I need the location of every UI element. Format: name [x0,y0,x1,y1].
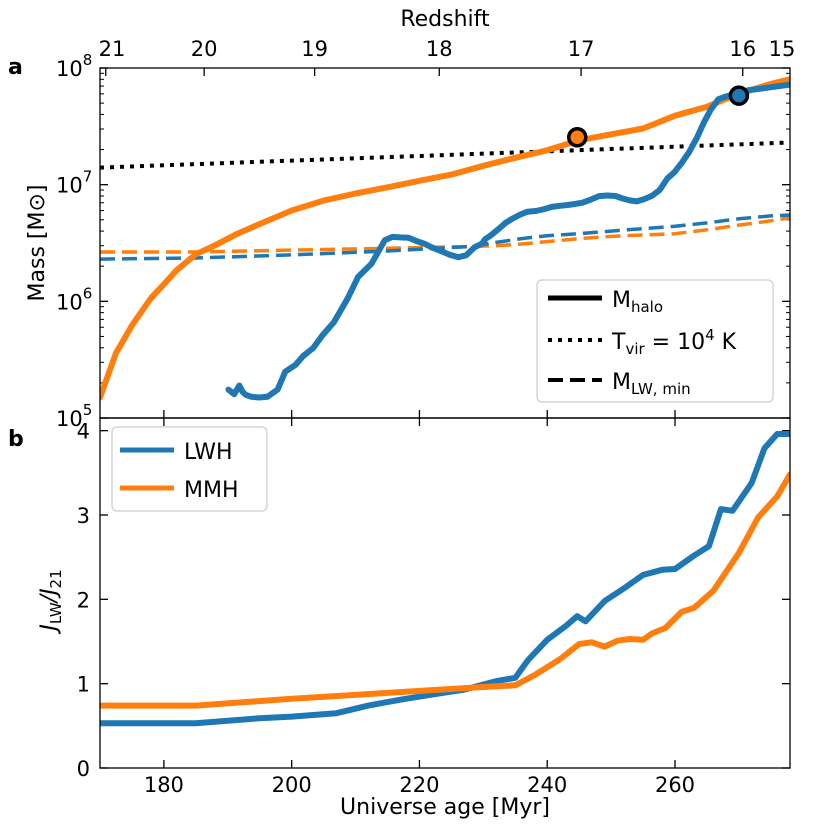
y-tick-label: 0 [77,757,90,781]
x-tick-label: 220 [399,773,439,797]
panel-b-frame [99,417,791,769]
y-tick-label: 105 [56,401,92,431]
panel-a-x-ticks [163,410,676,418]
legend-entry-halo-mass: Mhalo [612,288,663,316]
series-line-mmh-m-lw-min [100,216,790,254]
panel-a-data [100,76,790,401]
y-tick-label: 2 [77,588,90,612]
panel-b-data [100,431,790,727]
top-tick-label: 20 [191,37,218,61]
top-axis-label: Redshift [400,7,490,32]
series-line-lwh [100,431,790,727]
top-tick-label: 16 [729,37,756,61]
panel-a-letter: a [8,55,23,80]
y-tick-label: 107 [56,168,92,198]
y-tick-label: 1 [77,673,90,697]
y-tick-label: 4 [77,420,90,444]
series-line-lwh-m-lw-min [100,213,790,261]
legend-frame [536,279,774,403]
panel-b-legend: LWH MMH [111,426,268,512]
panel-a: a Redshift 21 20 19 18 17 16 15 105 106 107 108 M… [8,7,795,431]
panel-a-y-axis-label: Mass [M⊙] [25,185,50,302]
marker-mmh [567,126,588,148]
panel-b-letter: b [8,427,24,452]
legend-lwh-label: LWH [184,440,233,465]
series-line-mmh [100,471,790,709]
y-tick-label: 106 [56,284,92,314]
x-axis-label: Universe age [Myr] [340,795,550,820]
panel-a-legend: Mhalo Tvir = 104 K MLW, min [536,279,774,403]
top-tick-label: 19 [301,37,328,61]
top-tick-label: 15 [769,37,796,61]
top-tick-label: 18 [426,37,453,61]
legend-mmh-label: MMH [184,478,239,503]
x-tick-label: 180 [144,773,184,797]
x-tick-label: 200 [272,773,312,797]
panel-b-y-ticks: 0 1 2 3 4 [77,420,790,781]
y-tick-label: 108 [56,51,92,81]
x-tick-label: 260 [655,773,695,797]
series-line-mmh-halo-mass [100,76,790,401]
marker-lwh [728,85,750,106]
panel-b-y-axis-label: JLW/J21 [37,569,65,634]
panel-b-x-ticks: 180 200 220 240 260 [144,418,695,797]
series-line-lwh-halo-mass [225,81,790,401]
legend-entry-tvir: Tvir = 104 K [611,326,737,358]
top-tick-label: 17 [568,37,595,61]
panel-a-y-ticks: 105 106 107 108 [56,51,790,431]
top-tick-label: 21 [99,37,126,61]
x-tick-label: 240 [527,773,567,797]
legend-entry-lw-min: MLW, min [612,370,691,398]
top-axis-ticks: 21 20 19 18 17 16 15 [99,37,796,76]
y-tick-label: 3 [77,504,90,528]
